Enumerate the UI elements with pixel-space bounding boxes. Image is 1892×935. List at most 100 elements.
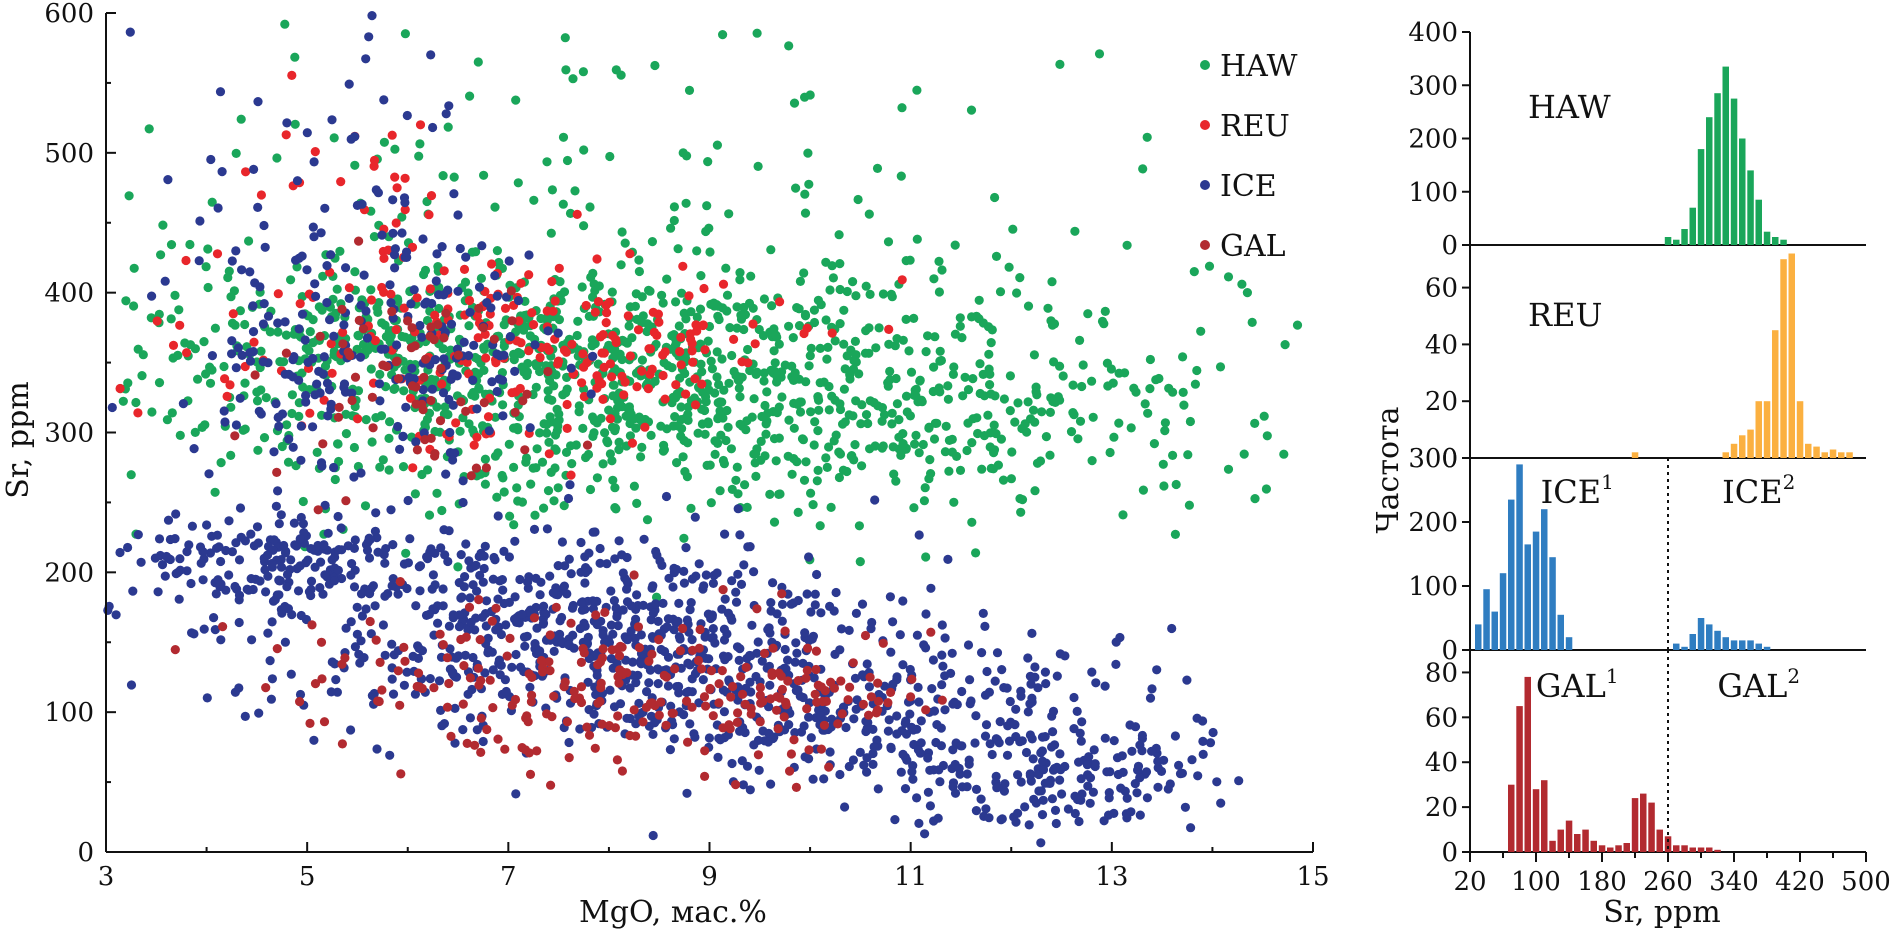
point-ice — [1037, 810, 1048, 820]
bar-ice — [1475, 624, 1482, 650]
point-haw — [795, 407, 806, 417]
point-gal — [634, 643, 645, 653]
point-ice — [1010, 720, 1020, 730]
point-haw — [1012, 288, 1022, 298]
point-ice — [907, 722, 917, 733]
point-gal — [485, 675, 495, 685]
point-haw — [579, 221, 589, 231]
point-haw — [906, 367, 917, 377]
point-ice — [444, 394, 454, 405]
point-gal — [475, 635, 485, 645]
point-haw — [560, 33, 570, 43]
point-ice — [673, 616, 683, 627]
point-ice — [403, 495, 413, 506]
point-ice — [754, 765, 764, 775]
point-ice — [428, 570, 438, 580]
point-haw — [625, 431, 636, 441]
point-ice — [356, 300, 366, 310]
point-ice — [410, 689, 420, 699]
point-reu — [579, 362, 589, 372]
bar-ice — [1483, 589, 1490, 650]
point-haw — [771, 330, 781, 340]
point-haw — [978, 369, 988, 379]
point-gal — [470, 740, 480, 750]
point-ice — [679, 578, 690, 588]
point-ice — [588, 596, 598, 606]
point-gal — [597, 719, 607, 729]
point-haw — [917, 397, 927, 407]
point-haw — [554, 409, 564, 419]
point-ice — [274, 412, 284, 422]
point-ice — [427, 384, 437, 394]
point-ice — [493, 511, 503, 521]
point-haw — [769, 517, 780, 527]
point-haw — [955, 321, 965, 331]
point-gal — [629, 705, 639, 715]
point-ice — [254, 708, 264, 718]
point-ice — [831, 587, 841, 598]
point-ice — [1111, 637, 1121, 647]
point-ice — [249, 541, 259, 551]
bar-gal — [1697, 847, 1705, 852]
point-haw — [287, 408, 297, 419]
point-gal — [661, 720, 671, 730]
point-ice — [799, 721, 809, 731]
point-ice — [595, 543, 605, 554]
point-gal — [576, 657, 587, 668]
point-haw — [290, 52, 300, 62]
point-haw — [551, 370, 561, 380]
point-ice — [912, 630, 923, 640]
point-haw — [788, 333, 798, 343]
point-ice — [111, 610, 121, 620]
point-ice — [445, 427, 455, 438]
histogram-panels: 0100200300400HAW0204060REU0100200300ICE1… — [1408, 18, 1890, 897]
point-ice — [498, 585, 508, 595]
point-ice — [1038, 756, 1048, 766]
point-haw — [921, 347, 931, 357]
point-ice — [465, 713, 475, 723]
point-haw — [283, 457, 294, 467]
point-ice — [606, 654, 617, 664]
point-haw — [985, 369, 995, 379]
point-ice — [1126, 807, 1136, 817]
point-ice — [685, 719, 695, 729]
point-gal — [337, 304, 347, 314]
bar-gal — [1524, 676, 1531, 852]
point-ice — [464, 556, 474, 566]
point-haw — [1088, 412, 1098, 422]
point-haw — [697, 419, 708, 429]
point-ice — [374, 379, 385, 389]
point-ice — [445, 644, 455, 654]
point-haw — [943, 381, 953, 391]
point-gal — [391, 357, 401, 367]
point-gal — [459, 661, 469, 671]
point-ice — [862, 753, 872, 763]
point-ice — [284, 434, 294, 444]
point-ice — [439, 354, 449, 364]
point-ice — [469, 340, 479, 350]
point-gal — [824, 762, 834, 772]
point-ice — [352, 629, 362, 639]
point-haw — [547, 185, 558, 195]
point-ice — [927, 684, 937, 694]
point-reu — [681, 389, 691, 399]
point-haw — [1171, 479, 1181, 490]
point-haw — [1160, 426, 1170, 436]
point-gal — [471, 463, 481, 473]
point-ice — [443, 285, 453, 295]
point-haw — [589, 428, 599, 438]
point-ice — [458, 497, 468, 508]
point-haw — [800, 189, 810, 199]
hist-y-tick-label: 0 — [1441, 231, 1458, 261]
point-ice — [249, 164, 259, 174]
point-ice — [350, 535, 360, 545]
point-haw — [349, 442, 359, 453]
point-gal — [683, 737, 693, 747]
point-ice — [329, 576, 340, 586]
point-gal — [547, 712, 557, 722]
point-ice — [126, 680, 137, 690]
point-gal — [444, 678, 454, 689]
point-ice — [539, 601, 549, 611]
point-haw — [767, 301, 777, 311]
point-ice — [733, 569, 743, 579]
